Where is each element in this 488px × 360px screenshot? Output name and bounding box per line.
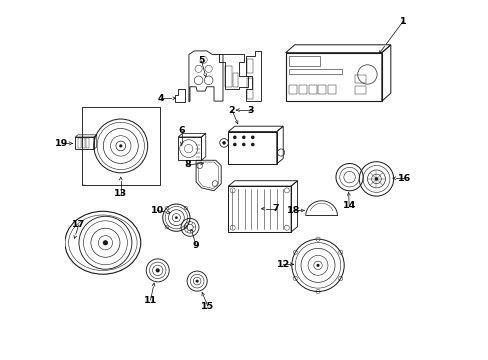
Text: 1: 1 (399, 17, 406, 26)
Text: 10: 10 (151, 206, 164, 215)
Circle shape (195, 280, 198, 283)
Text: 2: 2 (228, 105, 235, 114)
Text: 17: 17 (72, 220, 85, 229)
Text: 4: 4 (158, 94, 164, 103)
Bar (289, 55, 320, 66)
Bar (318, 85, 325, 94)
Bar (178, 137, 201, 160)
Bar (225, 66, 231, 87)
Text: 7: 7 (272, 204, 279, 213)
Text: 14: 14 (342, 201, 355, 210)
Circle shape (242, 135, 245, 139)
Text: 15: 15 (201, 302, 214, 311)
Bar (75, 137, 94, 149)
Text: 8: 8 (184, 161, 191, 170)
Circle shape (175, 216, 177, 219)
Bar (233, 73, 238, 87)
Bar (82, 138, 85, 148)
Circle shape (250, 143, 254, 146)
Bar (78, 138, 81, 148)
Circle shape (250, 135, 254, 139)
Bar (228, 186, 290, 232)
Bar (228, 132, 276, 164)
Text: 19: 19 (55, 139, 68, 148)
Bar (298, 85, 306, 94)
Circle shape (102, 240, 108, 245)
Text: 3: 3 (247, 105, 254, 114)
Bar (289, 85, 297, 94)
Circle shape (242, 143, 245, 146)
Bar (354, 76, 366, 83)
Text: 12: 12 (276, 260, 289, 269)
Bar (285, 53, 381, 101)
Text: 18: 18 (287, 206, 300, 215)
Bar (247, 78, 252, 99)
Text: 11: 11 (143, 296, 157, 305)
Circle shape (155, 268, 160, 273)
Text: 16: 16 (397, 174, 410, 183)
Circle shape (233, 143, 236, 146)
Circle shape (374, 177, 377, 181)
Bar (81, 107, 160, 185)
Circle shape (233, 135, 236, 139)
Bar (86, 138, 89, 148)
Circle shape (119, 144, 122, 148)
Circle shape (316, 264, 319, 267)
Text: 13: 13 (114, 189, 127, 198)
Text: 6: 6 (178, 126, 184, 135)
Bar (247, 59, 252, 73)
Text: 9: 9 (192, 241, 199, 250)
Circle shape (222, 141, 225, 145)
Text: 5: 5 (198, 57, 204, 66)
Bar (308, 85, 316, 94)
Bar (289, 69, 342, 75)
Bar (354, 86, 366, 94)
Bar (327, 85, 335, 94)
